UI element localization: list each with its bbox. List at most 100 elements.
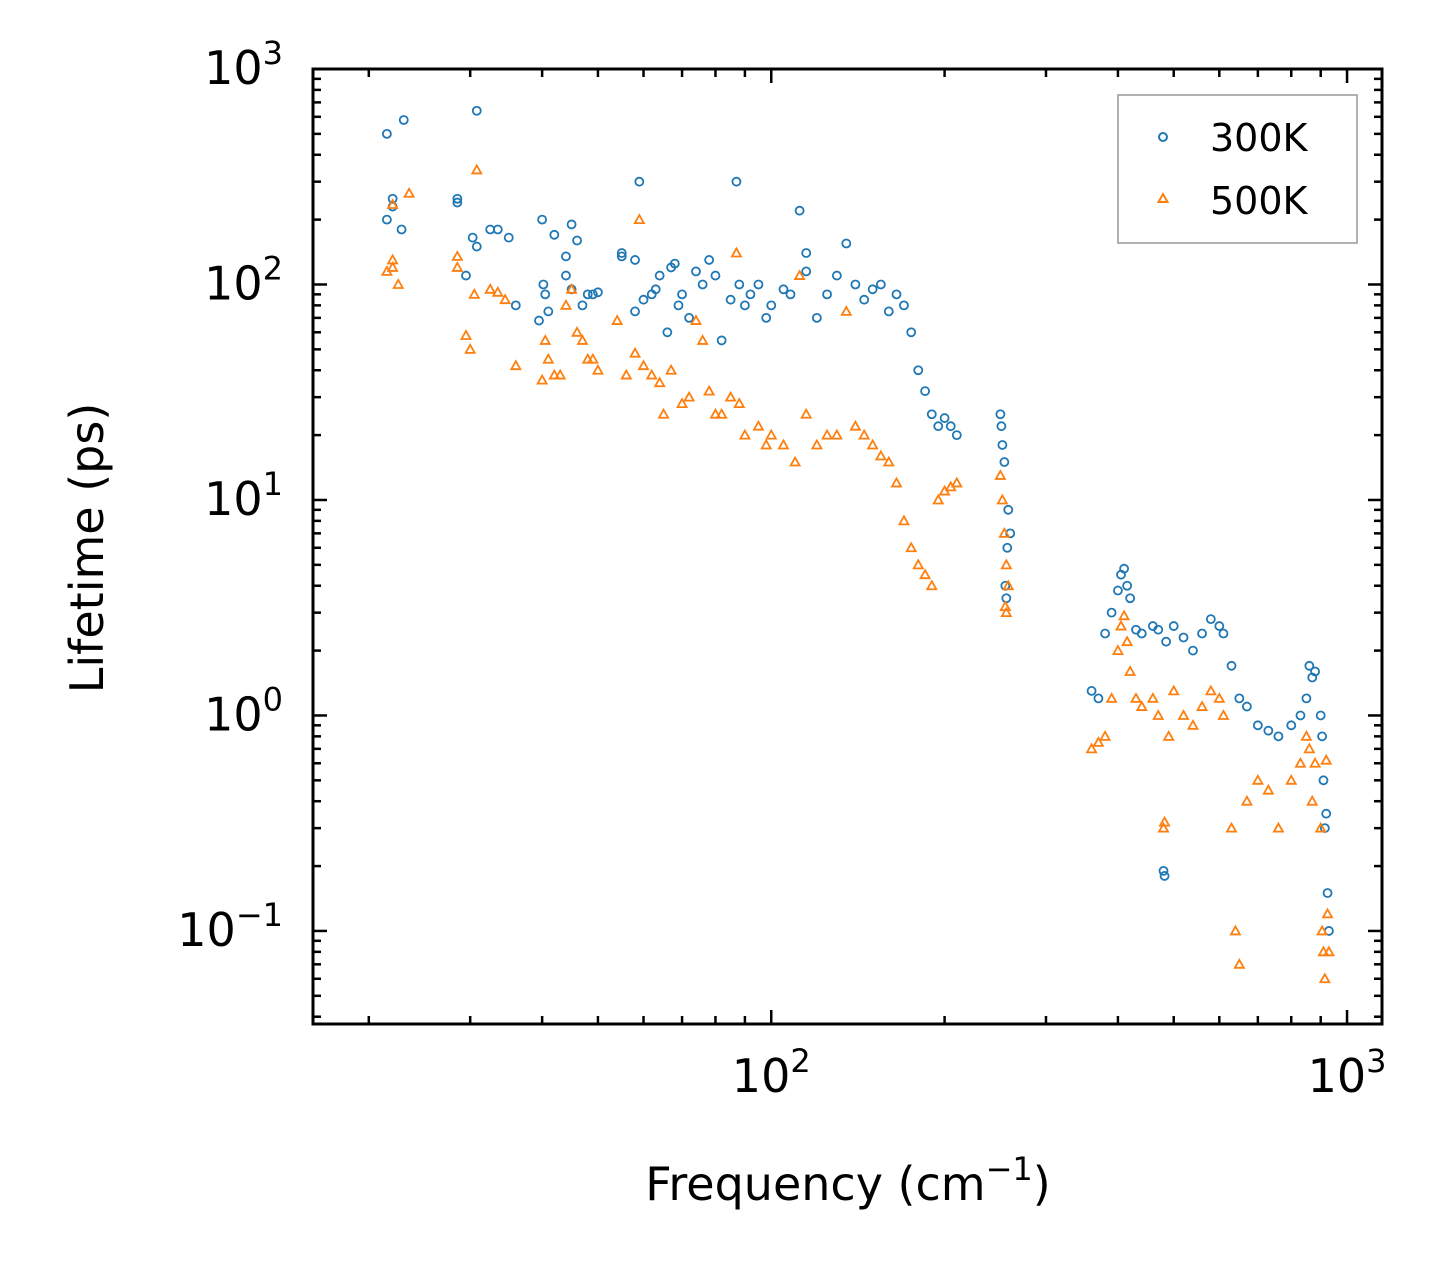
point-500K bbox=[565, 282, 578, 294]
point-300K bbox=[1205, 614, 1216, 625]
point-300K bbox=[906, 327, 917, 338]
point-300K bbox=[381, 214, 392, 225]
point-300K bbox=[566, 219, 577, 230]
point-300K bbox=[1252, 720, 1263, 731]
data-points bbox=[380, 105, 1335, 984]
y-tick-label: 102 bbox=[204, 249, 283, 310]
point-500K bbox=[821, 428, 834, 440]
point-500K bbox=[830, 428, 843, 440]
point-500K bbox=[1135, 700, 1148, 711]
point-500K bbox=[897, 514, 910, 526]
point-300K bbox=[753, 279, 764, 290]
point-300K bbox=[684, 312, 695, 323]
point-500K bbox=[696, 334, 709, 345]
point-500K bbox=[1000, 558, 1013, 570]
point-500K bbox=[484, 282, 497, 294]
point-500K bbox=[1121, 635, 1134, 647]
point-500K bbox=[451, 261, 464, 272]
point-300K bbox=[1153, 624, 1164, 635]
point-500K bbox=[676, 397, 689, 409]
point-500K bbox=[998, 527, 1011, 538]
point-300K bbox=[951, 430, 962, 441]
point-300K bbox=[1168, 621, 1179, 631]
point-500K bbox=[1320, 753, 1333, 765]
point-300K bbox=[778, 284, 789, 295]
point-300K bbox=[673, 300, 684, 311]
plot-frame bbox=[311, 67, 1384, 1026]
point-500K bbox=[542, 352, 555, 364]
point-500K bbox=[1303, 742, 1316, 754]
point-300K bbox=[1119, 563, 1129, 574]
point-500K bbox=[591, 363, 604, 375]
series-300K bbox=[381, 105, 1334, 936]
x-axis-label: Frequency (cm−1) bbox=[645, 1150, 1050, 1211]
point-300K bbox=[1161, 636, 1172, 647]
point-300K bbox=[593, 287, 603, 298]
point-300K bbox=[630, 255, 640, 265]
point-300K bbox=[1188, 645, 1198, 656]
point-300K bbox=[537, 214, 548, 225]
point-300K bbox=[1318, 775, 1329, 786]
point-500K bbox=[715, 407, 728, 419]
point-500K bbox=[559, 299, 573, 310]
point-300K bbox=[1322, 888, 1333, 898]
point-500K bbox=[1162, 730, 1175, 741]
point-500K bbox=[912, 558, 925, 570]
point-500K bbox=[459, 329, 473, 340]
point-500K bbox=[1314, 821, 1327, 833]
legend-label-300k: 300K bbox=[1210, 116, 1309, 160]
point-300K bbox=[561, 251, 571, 262]
point-500K bbox=[849, 419, 862, 431]
point-300K bbox=[396, 224, 407, 235]
point-300K bbox=[794, 205, 805, 216]
point-500K bbox=[1294, 756, 1307, 768]
legend-marker-500k bbox=[1156, 191, 1170, 203]
point-500K bbox=[1306, 794, 1319, 806]
point-300K bbox=[662, 327, 673, 338]
point-500K bbox=[1225, 821, 1238, 833]
point-500K bbox=[1002, 579, 1015, 591]
point-500K bbox=[866, 438, 879, 450]
point-500K bbox=[905, 541, 918, 553]
point-300K bbox=[704, 255, 715, 265]
point-300K bbox=[996, 421, 1007, 432]
point-500K bbox=[645, 368, 658, 380]
point-500K bbox=[633, 213, 646, 225]
point-300K bbox=[1136, 628, 1147, 639]
point-500K bbox=[536, 373, 549, 385]
point-300K bbox=[677, 289, 687, 300]
point-500K bbox=[491, 285, 504, 297]
point-500K bbox=[1204, 684, 1217, 696]
point-500K bbox=[1111, 644, 1124, 655]
point-500K bbox=[1318, 972, 1331, 984]
point-500K bbox=[1152, 709, 1165, 720]
point-500K bbox=[950, 476, 963, 488]
point-300K bbox=[867, 284, 878, 295]
point-500K bbox=[1158, 815, 1171, 827]
point-300K bbox=[538, 279, 549, 290]
point-300K bbox=[587, 289, 598, 300]
point-500K bbox=[1316, 924, 1329, 936]
point-500K bbox=[539, 334, 552, 345]
point-500K bbox=[683, 390, 696, 402]
point-300K bbox=[1304, 660, 1315, 671]
point-300K bbox=[461, 270, 471, 281]
point-300K bbox=[1125, 593, 1136, 604]
point-300K bbox=[691, 266, 701, 277]
point-500K bbox=[554, 368, 567, 380]
point-500K bbox=[793, 269, 806, 280]
point-500K bbox=[1217, 709, 1230, 720]
point-500K bbox=[777, 438, 790, 450]
point-300K bbox=[1214, 621, 1225, 631]
y-tick-label: 10−1 bbox=[177, 896, 283, 957]
point-500K bbox=[994, 469, 1007, 480]
point-300K bbox=[1263, 725, 1274, 736]
point-500K bbox=[765, 428, 778, 440]
y-tick-label: 101 bbox=[204, 465, 283, 526]
legend-frame bbox=[1117, 94, 1358, 244]
point-300K bbox=[1002, 542, 1013, 553]
point-300K bbox=[1234, 693, 1245, 704]
x-tick-label: 103 bbox=[1308, 1042, 1387, 1103]
point-300K bbox=[1286, 720, 1297, 731]
point-300K bbox=[650, 284, 661, 295]
